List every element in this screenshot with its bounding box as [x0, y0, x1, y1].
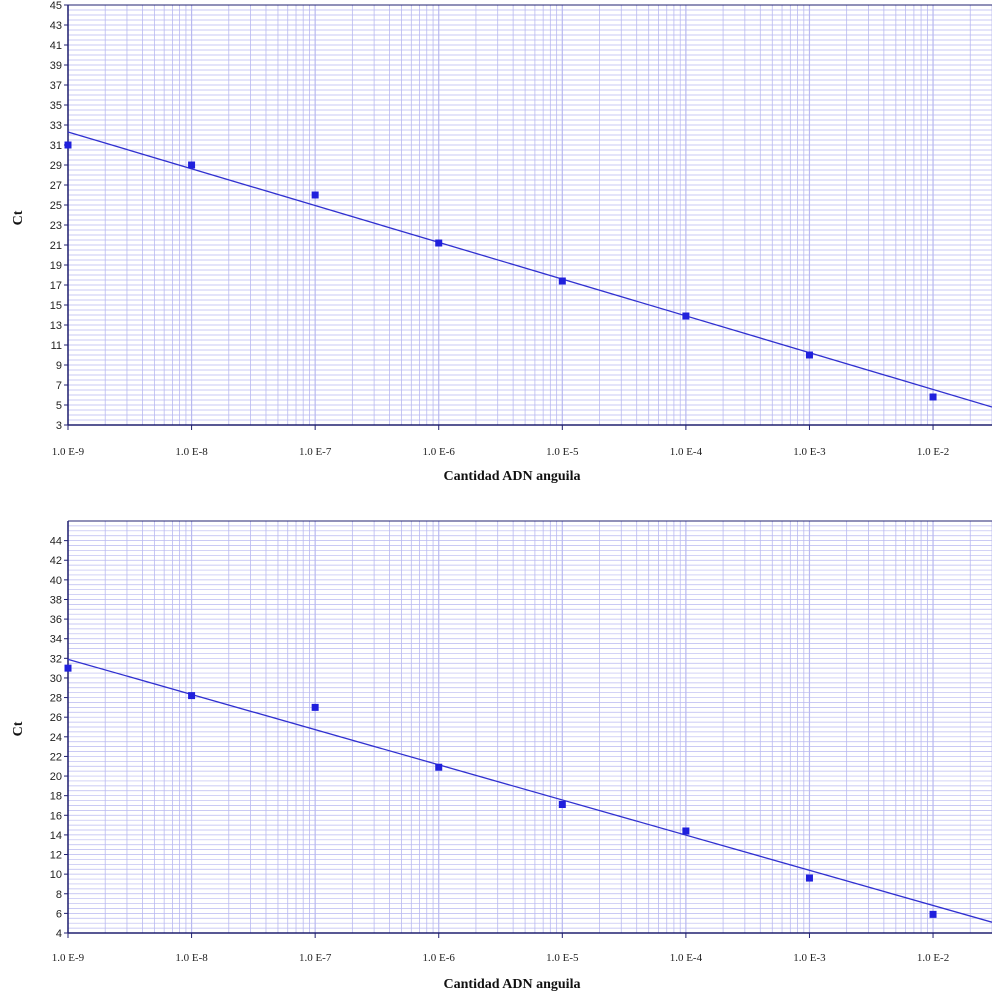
y-tick-label: 30	[50, 673, 62, 685]
data-point	[188, 692, 196, 700]
x-tick-label: 1.0 E-9	[52, 952, 85, 964]
y-tick-label: 12	[50, 850, 62, 862]
y-tick-label: 25	[50, 200, 62, 212]
x-axis-label: Cantidad ADN anguila	[444, 469, 581, 484]
data-point	[64, 141, 72, 149]
y-tick-label: 3	[56, 420, 62, 432]
y-tick-label: 33	[50, 120, 62, 132]
y-tick-label: 17	[50, 280, 62, 292]
y-tick-label: 11	[51, 340, 62, 352]
data-point	[64, 664, 72, 672]
x-tick-label: 1.0 E-8	[175, 952, 208, 964]
x-tick-label: 1.0 E-4	[670, 446, 703, 458]
y-tick-label: 8	[56, 889, 62, 901]
regression-line	[67, 658, 992, 923]
y-tick-label: 14	[50, 830, 62, 842]
y-tick-label: 9	[56, 360, 62, 372]
y-tick-label: 42	[50, 555, 62, 567]
y-tick-label: 5	[56, 400, 62, 412]
y-tick-label: 4	[56, 928, 62, 940]
y-tick-label: 22	[50, 751, 62, 763]
y-tick-label: 27	[50, 180, 62, 192]
data-point	[929, 393, 937, 401]
y-tick-label: 45	[50, 0, 62, 12]
y-tick-label: 18	[50, 791, 62, 803]
x-tick-label: 1.0 E-2	[917, 446, 949, 458]
y-tick-label: 38	[50, 594, 62, 606]
y-tick-label: 34	[50, 634, 62, 646]
y-tick-label: 19	[50, 260, 62, 272]
y-tick-label: 13	[50, 320, 62, 332]
data-point	[558, 277, 566, 285]
data-point	[929, 910, 937, 918]
x-tick-label: 1.0 E-6	[423, 952, 456, 964]
data-point	[188, 161, 196, 169]
data-point	[435, 763, 443, 771]
y-axis-label: Ct	[11, 721, 26, 736]
gridlines	[67, 4, 992, 426]
x-tick-label: 1.0 E-3	[793, 952, 826, 964]
y-tick-label: 16	[50, 810, 62, 822]
data-point	[682, 827, 690, 835]
y-tick-label: 32	[50, 653, 62, 665]
x-tick-label: 1.0 E-7	[299, 446, 332, 458]
y-tick-label: 40	[50, 575, 62, 587]
x-tick-label: 1.0 E-3	[793, 446, 826, 458]
y-tick-label: 36	[50, 614, 62, 626]
x-axis-label: Cantidad ADN anguila	[444, 977, 581, 992]
y-tick-label: 41	[50, 40, 62, 52]
y-tick-label: 21	[50, 240, 62, 252]
y-tick-label: 20	[50, 771, 62, 783]
y-tick-label: 39	[50, 60, 62, 72]
data-point	[311, 703, 319, 711]
data-point	[558, 800, 566, 808]
x-tick-label: 1.0 E-7	[299, 952, 332, 964]
y-tick-label: 23	[50, 220, 62, 232]
y-tick-label: 44	[50, 536, 62, 548]
y-tick-label: 28	[50, 693, 62, 705]
y-tick-label: 35	[50, 100, 62, 112]
chart-2: 4 6 8 10 12 14 16 18 20 22 24 26 28 30 32 34 36 38 40 42 44 1…	[11, 520, 992, 992]
data-point	[311, 191, 319, 199]
y-tick-label: 6	[56, 908, 62, 920]
x-tick-label: 1.0 E-6	[423, 446, 456, 458]
x-tick-label: 1.0 E-8	[175, 446, 208, 458]
chart-1: 3579111315171921232527293133353739414345…	[11, 0, 992, 484]
y-tick-label: 37	[50, 80, 62, 92]
x-tick-label: 1.0 E-5	[546, 446, 579, 458]
y-tick-label: 26	[50, 712, 62, 724]
y-tick-label: 29	[50, 160, 62, 172]
y-tick-label: 10	[50, 869, 62, 881]
data-point	[682, 312, 690, 320]
y-tick-label: 43	[50, 20, 62, 32]
regression-line	[67, 131, 992, 408]
x-tick-label: 1.0 E-5	[546, 952, 579, 964]
y-tick-label: 31	[50, 140, 62, 152]
data-point	[435, 239, 443, 247]
y-tick-label: 24	[50, 732, 62, 744]
y-tick-label: 15	[50, 300, 62, 312]
x-tick-label: 1.0 E-4	[670, 952, 703, 964]
x-tick-label: 1.0 E-2	[917, 952, 949, 964]
data-point	[805, 351, 813, 359]
y-tick-label: 7	[56, 380, 62, 392]
data-point	[805, 874, 813, 882]
gridlines	[67, 520, 992, 934]
y-axis-label: Ct	[11, 210, 26, 225]
x-tick-label: 1.0 E-9	[52, 446, 85, 458]
